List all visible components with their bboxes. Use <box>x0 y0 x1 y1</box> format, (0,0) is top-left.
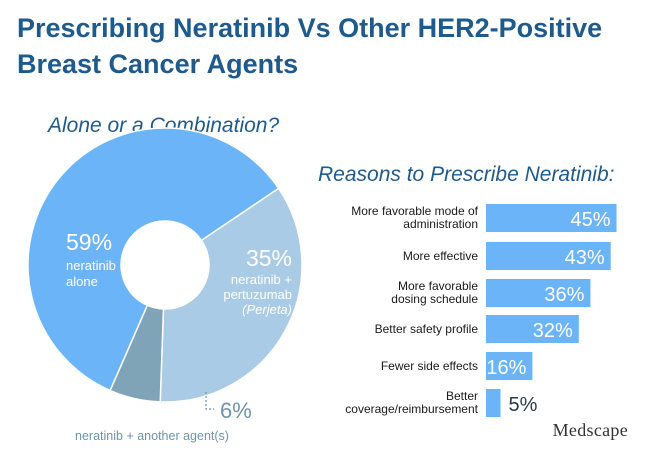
pie-label-text: neratinib <box>66 258 116 273</box>
logo-text: Medscape <box>552 420 628 440</box>
pie-chart-title: Alone or a Combination? <box>48 114 280 137</box>
bar <box>486 389 501 417</box>
pie-label-text: alone <box>66 274 98 289</box>
pie-label-note: (Perjeta) <box>242 302 292 317</box>
bar-category-label: coverage/reimbursement <box>345 402 478 416</box>
bar-category-label: More favorable mode of <box>351 204 478 218</box>
bar-value-label: 36% <box>544 284 584 306</box>
pie-slice <box>109 304 165 403</box>
pie-slice <box>159 187 303 403</box>
bar-chart-title: Reasons to Prescribe Neratinib: <box>318 163 615 186</box>
bar-category-label: administration <box>403 217 478 231</box>
bar <box>486 315 579 343</box>
bar-category-label: dosing schedule <box>391 292 478 306</box>
bar-category-label: Better <box>446 389 478 403</box>
pie-label-text: neratinib + another agent(s) <box>75 429 229 443</box>
pie-label-text: neratinib + <box>231 272 292 287</box>
bar-category-label: Fewer side effects <box>381 359 478 373</box>
bar <box>486 352 533 380</box>
bar <box>486 204 617 232</box>
bar <box>486 279 591 307</box>
pie-leader-line <box>205 392 214 410</box>
pie-label-pct: 6% <box>220 398 252 423</box>
bar-category-label: More effective <box>403 249 478 263</box>
chart-title: Prescribing Neratinib Vs Other HER2-Posi… <box>17 13 603 79</box>
bar-value-label: 45% <box>570 209 610 231</box>
bar-category-label: Better safety profile <box>375 322 479 336</box>
pie-label-pct: 59% <box>66 229 112 255</box>
pie-slice <box>27 127 280 392</box>
bar-category-label: More favorable <box>398 279 478 293</box>
bar-value-label: 5% <box>509 394 538 416</box>
pie-label-pct: 35% <box>246 245 292 271</box>
bar-value-label: 43% <box>565 247 605 269</box>
pie-label-text: pertuzumab <box>223 287 292 302</box>
bar-value-label: 32% <box>533 320 573 342</box>
bar <box>486 242 611 270</box>
bar-value-label: 16% <box>486 357 526 379</box>
medscape-logo: Medscape <box>553 420 628 441</box>
